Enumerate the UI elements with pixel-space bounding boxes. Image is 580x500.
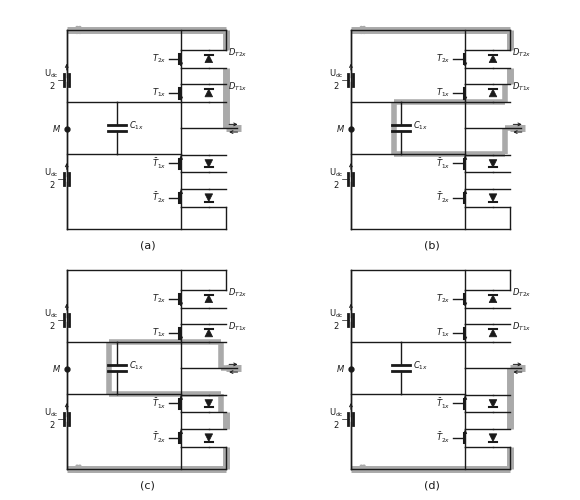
Text: $T_{2x}$: $T_{2x}$ (152, 52, 166, 65)
Text: $D_{T1x}$: $D_{T1x}$ (512, 80, 531, 93)
Polygon shape (205, 55, 213, 62)
Text: $M$: $M$ (336, 362, 345, 374)
Text: (a): (a) (140, 240, 155, 250)
Text: $M$: $M$ (336, 122, 345, 134)
Text: $T_{2x}$: $T_{2x}$ (436, 52, 450, 65)
Text: $C_{1x}$: $C_{1x}$ (413, 360, 428, 372)
Text: $2$: $2$ (333, 320, 339, 331)
Text: (d): (d) (424, 480, 440, 490)
Text: $\bar{T}_{1x}$: $\bar{T}_{1x}$ (436, 156, 450, 170)
Text: $2$: $2$ (333, 180, 339, 190)
Text: $\bar{T}_{2x}$: $\bar{T}_{2x}$ (436, 190, 450, 205)
Polygon shape (489, 55, 497, 62)
Text: $\mathrm{U_{dc}}$: $\mathrm{U_{dc}}$ (328, 68, 343, 80)
Text: $\mathrm{U_{dc}}$: $\mathrm{U_{dc}}$ (44, 68, 59, 80)
Polygon shape (489, 295, 497, 302)
Text: $\mathrm{U_{dc}}$: $\mathrm{U_{dc}}$ (328, 308, 343, 320)
Polygon shape (489, 89, 497, 97)
Text: $M$: $M$ (52, 362, 61, 374)
Text: $\mathrm{U_{dc}}$: $\mathrm{U_{dc}}$ (44, 406, 59, 419)
Text: $T_{1x}$: $T_{1x}$ (436, 86, 450, 99)
Text: $T_{1x}$: $T_{1x}$ (152, 86, 166, 99)
Polygon shape (205, 89, 213, 97)
Polygon shape (205, 194, 213, 202)
Text: $D_{T1x}$: $D_{T1x}$ (227, 80, 247, 93)
Polygon shape (205, 400, 213, 407)
Text: (b): (b) (424, 240, 440, 250)
Text: $D_{T2x}$: $D_{T2x}$ (512, 46, 531, 58)
Text: $T_{2x}$: $T_{2x}$ (152, 292, 166, 305)
Text: $D_{T2x}$: $D_{T2x}$ (227, 46, 247, 58)
Text: $2$: $2$ (49, 320, 55, 331)
Text: $\bar{T}_{1x}$: $\bar{T}_{1x}$ (436, 396, 450, 410)
Text: $C_{1x}$: $C_{1x}$ (413, 120, 428, 132)
Polygon shape (205, 295, 213, 302)
Text: $\bar{T}_{1x}$: $\bar{T}_{1x}$ (151, 396, 166, 410)
Polygon shape (489, 160, 497, 168)
Text: $\mathrm{U_{dc}}$: $\mathrm{U_{dc}}$ (328, 166, 343, 179)
Text: $\mathrm{U_{dc}}$: $\mathrm{U_{dc}}$ (328, 406, 343, 419)
Text: $2$: $2$ (49, 420, 55, 430)
Text: $2$: $2$ (333, 420, 339, 430)
Text: $T_{2x}$: $T_{2x}$ (436, 292, 450, 305)
Text: $T_{1x}$: $T_{1x}$ (436, 326, 450, 339)
Polygon shape (205, 434, 213, 442)
Text: $\mathrm{U_{dc}}$: $\mathrm{U_{dc}}$ (44, 166, 59, 179)
Text: $D_{T1x}$: $D_{T1x}$ (227, 320, 247, 333)
Text: $\bar{T}_{2x}$: $\bar{T}_{2x}$ (151, 190, 166, 205)
Polygon shape (489, 434, 497, 442)
Text: $\mathrm{U_{dc}}$: $\mathrm{U_{dc}}$ (44, 308, 59, 320)
Text: (c): (c) (140, 480, 155, 490)
Polygon shape (205, 329, 213, 337)
Polygon shape (489, 329, 497, 337)
Text: $M$: $M$ (52, 122, 61, 134)
Polygon shape (489, 400, 497, 407)
Text: $D_{T2x}$: $D_{T2x}$ (227, 286, 247, 298)
Polygon shape (489, 194, 497, 202)
Text: $2$: $2$ (49, 180, 55, 190)
Text: $T_{1x}$: $T_{1x}$ (152, 326, 166, 339)
Text: $C_{1x}$: $C_{1x}$ (129, 360, 144, 372)
Text: $\bar{T}_{1x}$: $\bar{T}_{1x}$ (151, 156, 166, 170)
Text: $\bar{T}_{2x}$: $\bar{T}_{2x}$ (436, 430, 450, 445)
Text: $2$: $2$ (49, 80, 55, 91)
Text: $2$: $2$ (333, 80, 339, 91)
Polygon shape (205, 160, 213, 168)
Text: $\bar{T}_{2x}$: $\bar{T}_{2x}$ (151, 430, 166, 445)
Text: $D_{T2x}$: $D_{T2x}$ (512, 286, 531, 298)
Text: $D_{T1x}$: $D_{T1x}$ (512, 320, 531, 333)
Text: $C_{1x}$: $C_{1x}$ (129, 120, 144, 132)
